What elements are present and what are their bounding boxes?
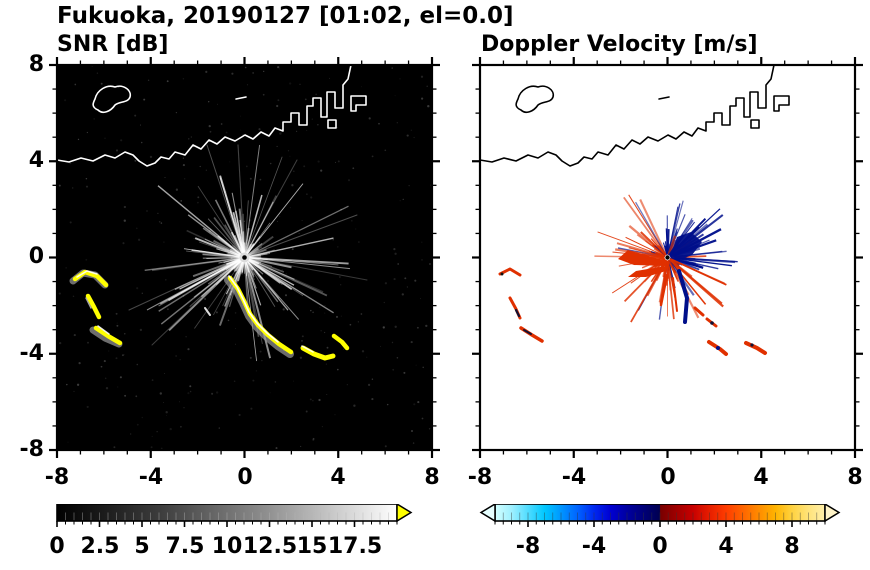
colorbar-tick-label: 8 — [784, 534, 800, 559]
x-tick-label: -8 — [467, 465, 493, 490]
snr-panel-title: SNR [dB] — [57, 32, 169, 57]
x-tick-label: -4 — [561, 465, 587, 490]
colorbar-tick-label: 2.5 — [80, 534, 120, 559]
snr-map-plot — [49, 57, 440, 458]
x-tick-label: 0 — [237, 465, 253, 490]
colorbar-tick-label: 12.5 — [242, 534, 298, 559]
figure-title: Fukuoka, 20190127 [01:02, el=0.0] — [57, 3, 514, 29]
colorbar-tick-label: 0 — [49, 534, 65, 559]
colorbar-tick-label: -4 — [581, 534, 607, 559]
y-tick-label: 4 — [28, 148, 44, 173]
y-tick-label: 8 — [28, 52, 44, 77]
doppler-colorbar — [479, 504, 841, 527]
colorbar-tick-label: 7.5 — [165, 534, 205, 559]
y-tick-label: 0 — [28, 244, 44, 269]
x-tick-label: 8 — [424, 465, 440, 490]
doppler-map-plot — [472, 57, 863, 458]
x-tick-label: 8 — [847, 465, 863, 490]
doppler-panel-title: Doppler Velocity [m/s] — [481, 32, 758, 57]
y-tick-label: -8 — [19, 437, 44, 462]
colorbar-tick-label: 10 — [211, 534, 243, 559]
x-tick-label: 4 — [753, 465, 769, 490]
x-tick-label: 4 — [330, 465, 346, 490]
colorbar-tick-label: -8 — [515, 534, 541, 559]
colorbar-tick-label: 4 — [718, 534, 734, 559]
x-tick-label: 0 — [660, 465, 676, 490]
colorbar-tick-label: 0 — [652, 534, 668, 559]
snr-colorbar — [56, 504, 413, 527]
colorbar-tick-label: 5 — [134, 534, 150, 559]
colorbar-tick-label: 15 — [296, 534, 328, 559]
x-tick-label: -8 — [44, 465, 70, 490]
colorbar-tick-label: 17.5 — [327, 534, 383, 559]
x-tick-label: -4 — [138, 465, 164, 490]
y-tick-label: -4 — [19, 341, 44, 366]
